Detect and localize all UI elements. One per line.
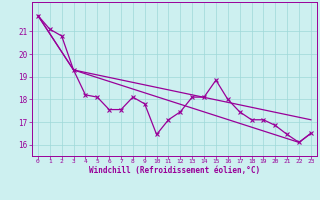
X-axis label: Windchill (Refroidissement éolien,°C): Windchill (Refroidissement éolien,°C) — [89, 166, 260, 175]
